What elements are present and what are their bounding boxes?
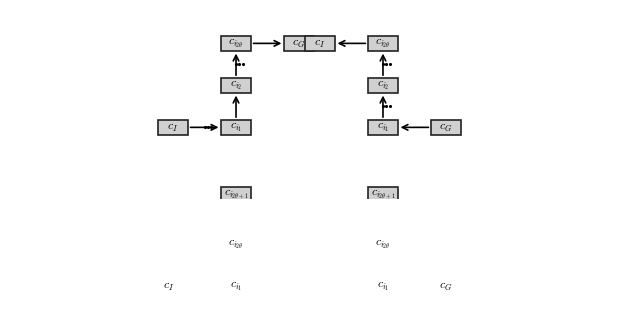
FancyBboxPatch shape <box>305 36 335 51</box>
Text: $c_{i_{2\theta+1}}$: $c_{i_{2\theta+1}}$ <box>371 188 396 201</box>
Text: $c_{i_2}$: $c_{i_2}$ <box>230 79 243 92</box>
FancyBboxPatch shape <box>368 238 397 252</box>
FancyBboxPatch shape <box>431 120 461 135</box>
FancyBboxPatch shape <box>284 36 314 51</box>
Text: $c_{i_{2\theta}}$: $c_{i_{2\theta}}$ <box>228 37 244 50</box>
FancyBboxPatch shape <box>368 78 397 93</box>
Text: $c_{i_1}$: $c_{i_1}$ <box>377 280 389 293</box>
Text: $c_{i_{2\theta}}$: $c_{i_{2\theta}}$ <box>375 37 391 50</box>
Text: $c_{I}$: $c_{I}$ <box>168 121 179 134</box>
Text: $c_{I}$: $c_{I}$ <box>163 280 175 293</box>
FancyBboxPatch shape <box>221 120 251 135</box>
FancyBboxPatch shape <box>368 120 397 135</box>
Text: $c_{i_1}$: $c_{i_1}$ <box>230 121 242 134</box>
FancyBboxPatch shape <box>221 78 251 93</box>
FancyBboxPatch shape <box>368 187 397 202</box>
FancyBboxPatch shape <box>154 280 184 294</box>
FancyBboxPatch shape <box>368 36 397 51</box>
Text: $c_{G}$: $c_{G}$ <box>439 121 452 134</box>
FancyBboxPatch shape <box>431 280 461 294</box>
FancyBboxPatch shape <box>221 238 251 252</box>
Text: $c_{i_1}$: $c_{i_1}$ <box>377 121 389 134</box>
Text: $c_{I}$: $c_{I}$ <box>314 37 326 50</box>
Text: $c_{i_{2\theta+1}}$: $c_{i_{2\theta+1}}$ <box>224 188 248 201</box>
FancyBboxPatch shape <box>368 280 397 294</box>
FancyBboxPatch shape <box>158 120 188 135</box>
FancyBboxPatch shape <box>221 36 251 51</box>
Text: $c_{G}$: $c_{G}$ <box>439 280 452 293</box>
Text: $c_{G}$: $c_{G}$ <box>292 37 306 50</box>
FancyBboxPatch shape <box>221 187 251 202</box>
Text: $c_{i_2}$: $c_{i_2}$ <box>377 79 389 92</box>
Text: $c_{i_{2\theta}}$: $c_{i_{2\theta}}$ <box>228 238 244 251</box>
Text: $c_{i_1}$: $c_{i_1}$ <box>230 280 242 293</box>
Text: $c_{i_{2\theta}}$: $c_{i_{2\theta}}$ <box>375 238 391 251</box>
FancyBboxPatch shape <box>221 280 251 294</box>
